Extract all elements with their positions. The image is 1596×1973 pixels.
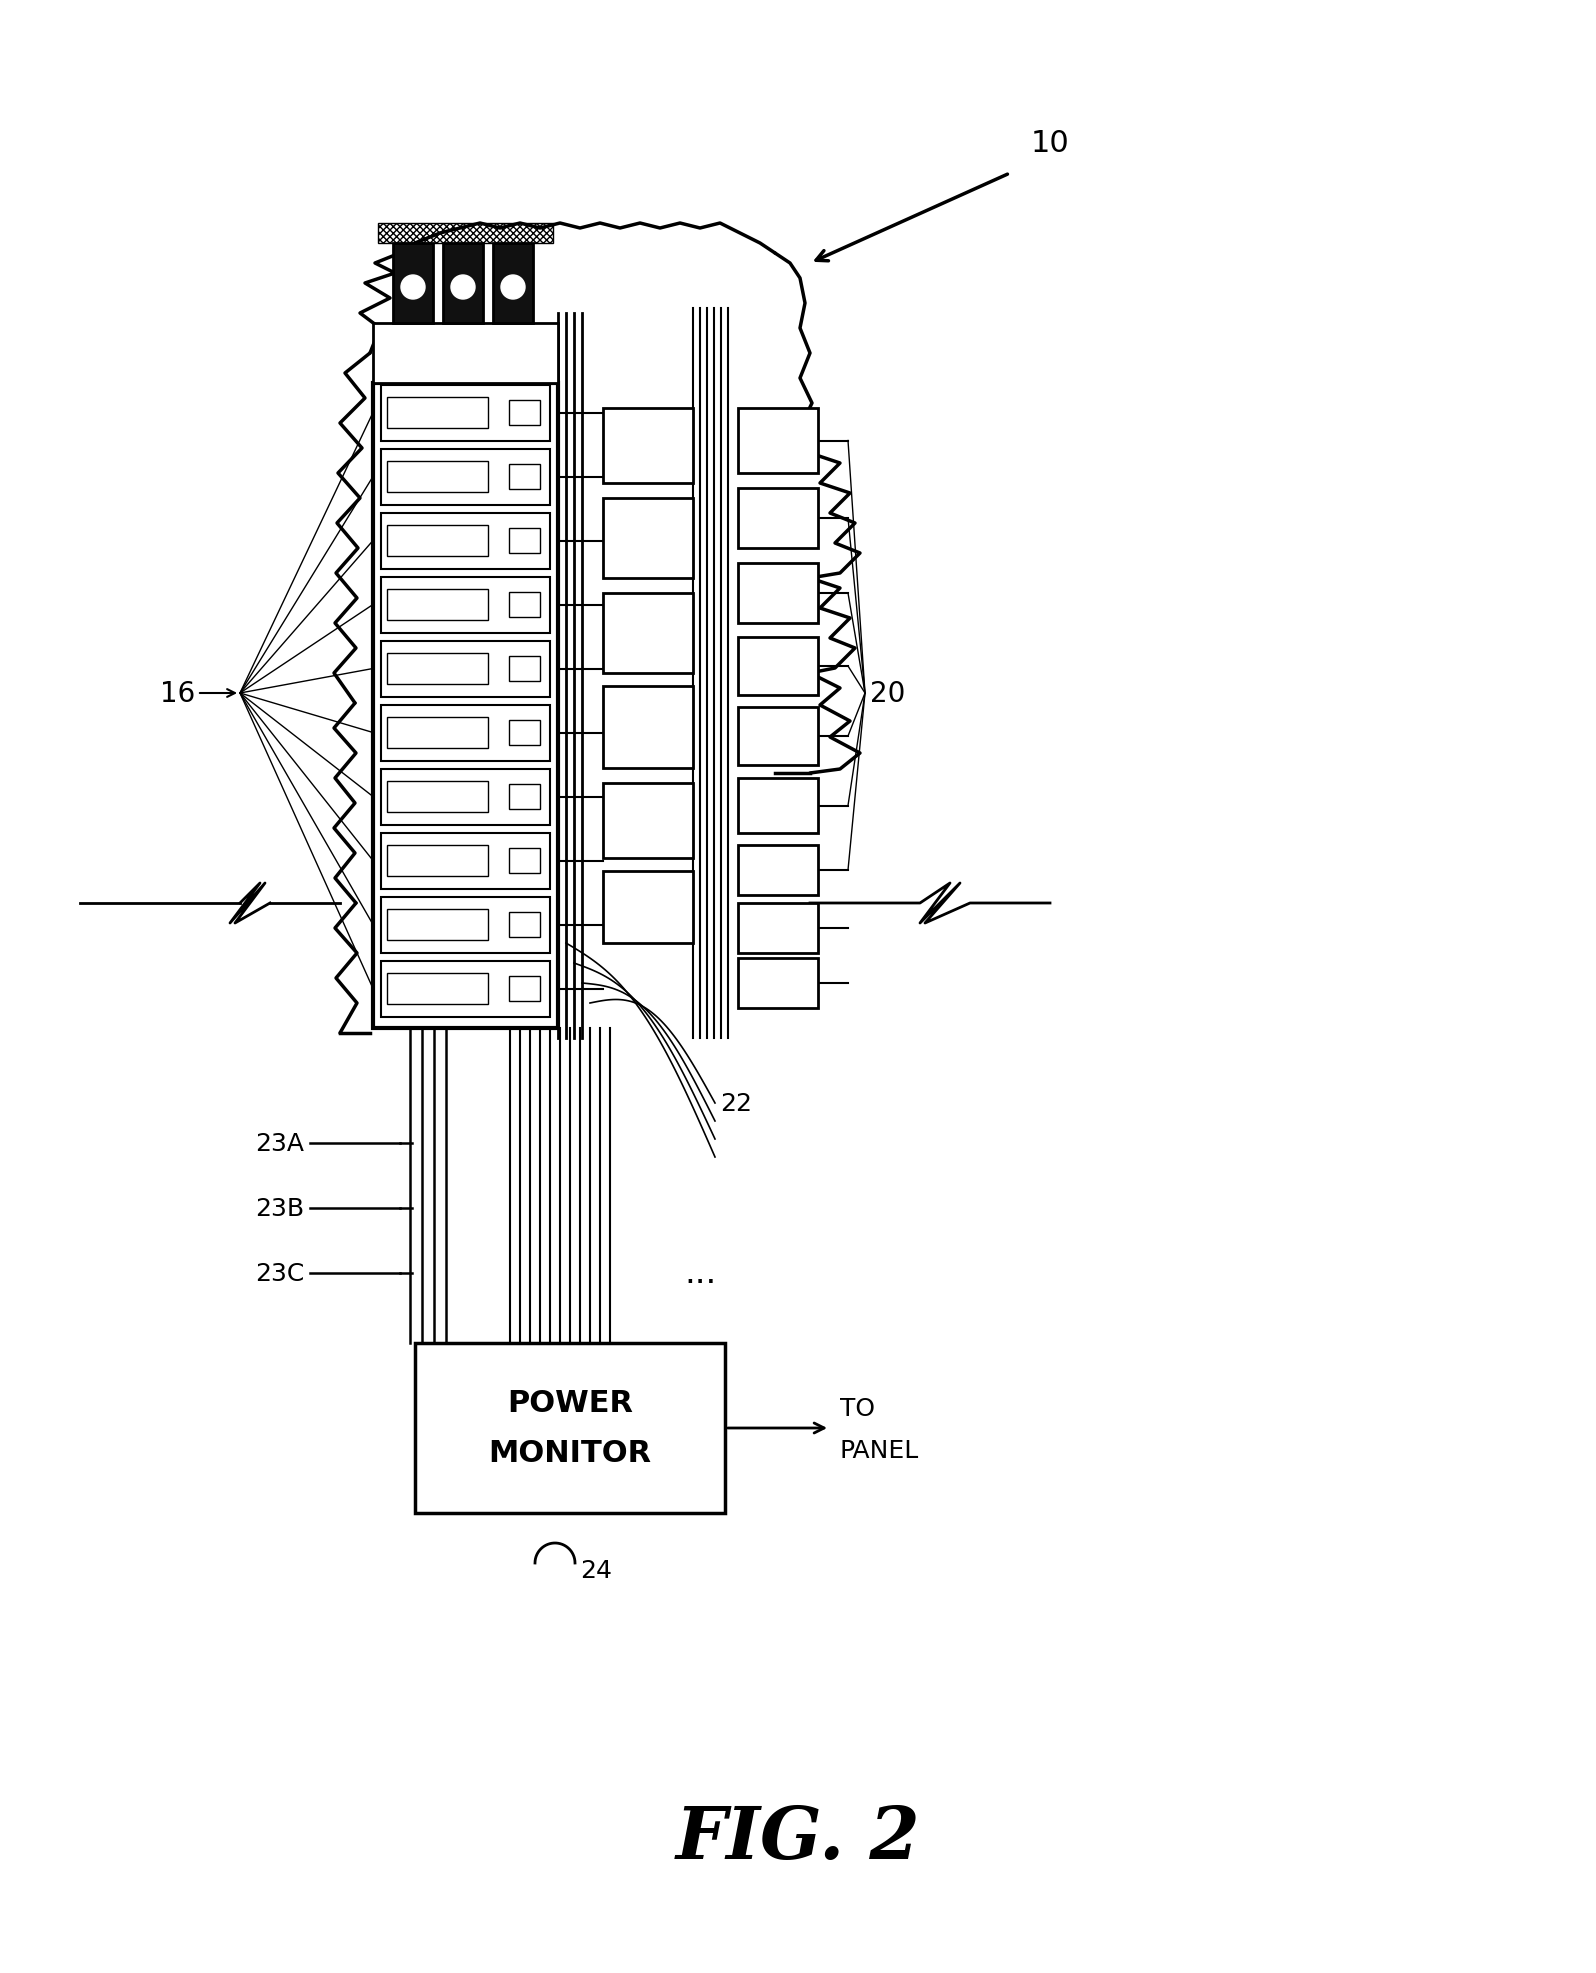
Bar xyxy=(603,499,693,578)
Text: 24: 24 xyxy=(579,1559,611,1582)
Text: 23A: 23A xyxy=(255,1131,303,1156)
Bar xyxy=(737,846,819,896)
Bar xyxy=(603,594,693,673)
Bar xyxy=(386,910,488,941)
Bar xyxy=(737,408,819,474)
Bar xyxy=(509,720,539,746)
Bar xyxy=(381,578,551,633)
Bar xyxy=(381,704,551,762)
Circle shape xyxy=(501,276,525,300)
Bar xyxy=(509,785,539,809)
Bar xyxy=(509,657,539,683)
Bar xyxy=(509,466,539,489)
Text: FIG. 2: FIG. 2 xyxy=(675,1803,921,1874)
Text: TO: TO xyxy=(839,1397,875,1421)
Bar xyxy=(386,653,488,685)
Text: 23B: 23B xyxy=(255,1196,305,1221)
Bar xyxy=(393,245,433,324)
Text: 16: 16 xyxy=(160,679,195,708)
Text: PANEL: PANEL xyxy=(839,1438,919,1462)
Bar xyxy=(737,564,819,623)
Text: MONITOR: MONITOR xyxy=(488,1438,651,1468)
Bar xyxy=(509,592,539,618)
Bar xyxy=(509,401,539,426)
Bar xyxy=(509,848,539,874)
Bar xyxy=(444,245,484,324)
Circle shape xyxy=(401,276,425,300)
Bar xyxy=(415,1344,725,1513)
Bar xyxy=(381,898,551,953)
Bar xyxy=(381,385,551,442)
Bar xyxy=(386,718,488,748)
Bar xyxy=(386,781,488,813)
Text: 20: 20 xyxy=(870,679,905,708)
Text: POWER: POWER xyxy=(508,1389,634,1419)
Bar xyxy=(386,527,488,556)
Bar xyxy=(603,408,693,483)
Bar xyxy=(509,529,539,554)
Bar xyxy=(381,450,551,505)
Bar xyxy=(493,245,533,324)
Bar xyxy=(378,223,552,245)
Circle shape xyxy=(452,276,476,300)
Bar xyxy=(386,973,488,1004)
Text: 23C: 23C xyxy=(255,1261,305,1284)
Bar xyxy=(386,590,488,621)
Bar xyxy=(386,462,488,493)
Bar xyxy=(603,872,693,943)
Bar xyxy=(509,977,539,1002)
Text: 10: 10 xyxy=(1031,130,1069,158)
Bar xyxy=(603,687,693,769)
Bar xyxy=(737,959,819,1008)
Bar xyxy=(386,399,488,428)
Bar xyxy=(381,961,551,1016)
Bar xyxy=(381,641,551,696)
Bar xyxy=(386,846,488,876)
Bar xyxy=(373,324,559,385)
Bar xyxy=(737,708,819,766)
Text: ...: ... xyxy=(683,1257,717,1290)
Text: 22: 22 xyxy=(720,1091,752,1115)
Bar xyxy=(737,904,819,953)
Bar xyxy=(381,833,551,890)
Bar xyxy=(381,769,551,825)
Bar xyxy=(737,779,819,833)
Bar xyxy=(509,912,539,937)
Bar xyxy=(373,385,559,1028)
Bar xyxy=(381,513,551,570)
Bar xyxy=(737,489,819,548)
Bar xyxy=(603,783,693,858)
Bar xyxy=(737,637,819,696)
